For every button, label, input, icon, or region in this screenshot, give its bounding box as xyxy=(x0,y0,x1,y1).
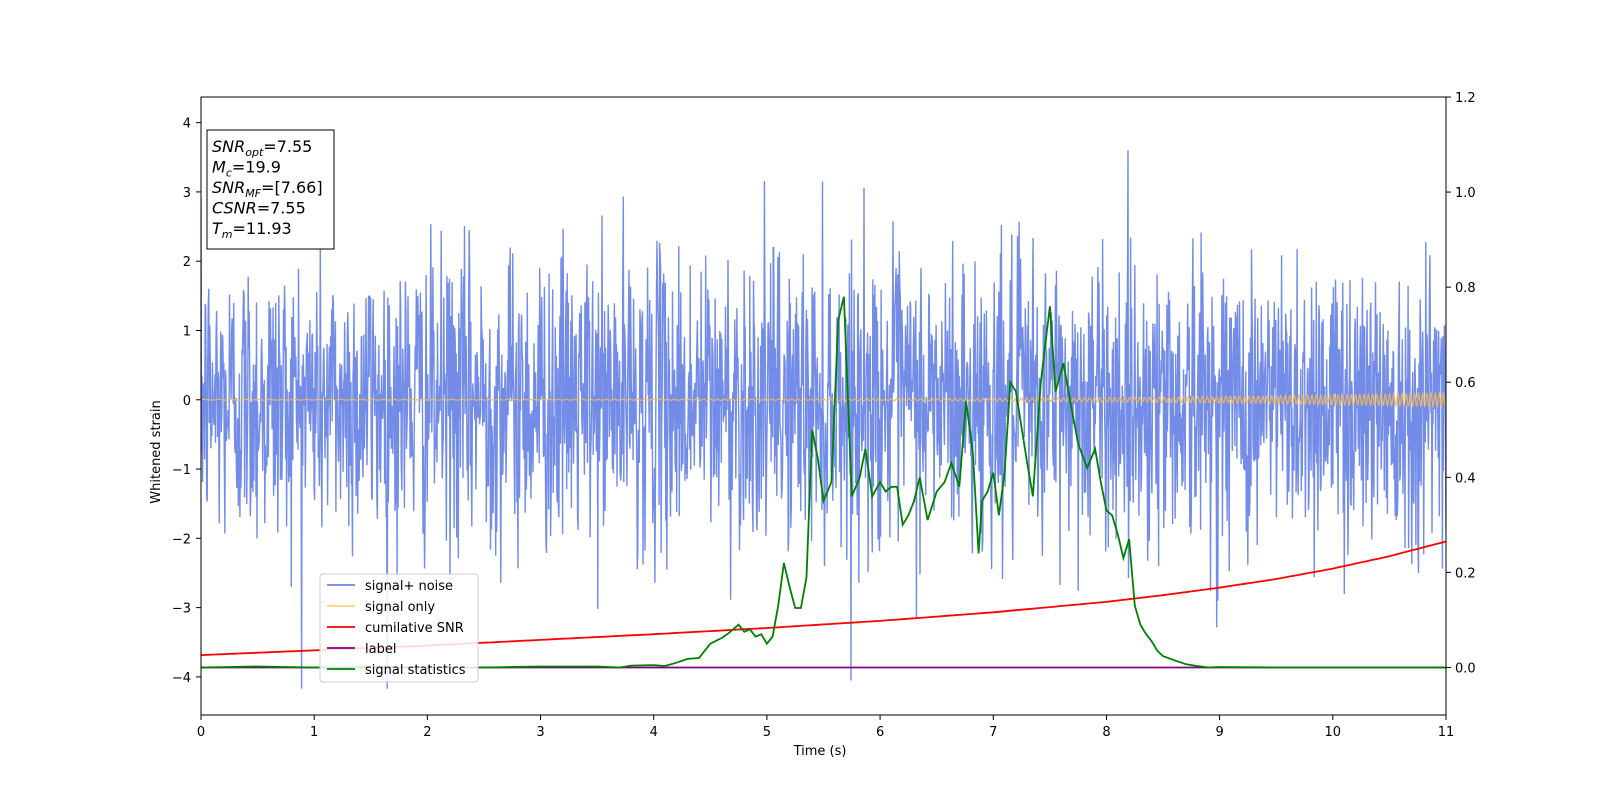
x-tick-label: 1 xyxy=(310,725,318,740)
y-right-tick-label: 1.2 xyxy=(1455,91,1476,106)
x-tick-label: 8 xyxy=(1102,725,1110,740)
y-right-tick-label: 0.4 xyxy=(1455,471,1476,486)
x-tick-label: 9 xyxy=(1215,725,1223,740)
y-right-tick-label: 0.0 xyxy=(1455,661,1476,676)
legend-label: cumilative SNR xyxy=(365,621,464,636)
x-tick-label: 0 xyxy=(197,725,205,740)
x-tick-label: 4 xyxy=(650,725,658,740)
y-axis-label: Whitened strain xyxy=(149,400,164,503)
y-left-tick-label: 3 xyxy=(183,186,191,201)
x-tick-label: 3 xyxy=(536,725,544,740)
x-axis-label: Time (s) xyxy=(793,744,847,759)
y-left-tick-label: −4 xyxy=(172,671,191,686)
x-tick-label: 5 xyxy=(763,725,771,740)
x-tick-label: 6 xyxy=(876,725,884,740)
y-left-tick-label: 1 xyxy=(183,324,191,339)
stats-box: SNRopt=7.55Mc=19.9SNRMF=[7.66]CSNR=7.55T… xyxy=(207,130,334,249)
stats-box-line: CSNR=7.55 xyxy=(212,199,306,218)
x-tick-label: 2 xyxy=(423,725,431,740)
y-right-tick-label: 0.8 xyxy=(1455,281,1476,296)
x-tick-label: 10 xyxy=(1325,725,1342,740)
x-tick-label: 11 xyxy=(1438,725,1455,740)
x-tick-label: 7 xyxy=(989,725,997,740)
stats-box-line: SNRMF=[7.66] xyxy=(212,178,323,200)
legend-label: signal only xyxy=(365,600,435,615)
stats-box-line: Mc=19.9 xyxy=(212,158,281,180)
y-left-tick-label: 2 xyxy=(183,255,191,270)
y-right-tick-label: 0.2 xyxy=(1455,566,1476,581)
y-left-tick-label: 4 xyxy=(183,117,191,132)
y-left-tick-label: −3 xyxy=(172,602,191,617)
y-right-tick-label: 1.0 xyxy=(1455,186,1476,201)
legend: signal+ noise signal only cumilative SNR la… xyxy=(320,574,478,682)
y-left-tick-label: 0 xyxy=(183,394,191,409)
legend-label: label xyxy=(365,642,396,657)
legend-label: signal statistics xyxy=(365,663,466,678)
y-left-tick-label: −1 xyxy=(172,463,191,478)
legend-label: signal+ noise xyxy=(365,579,453,594)
y-left-tick-label: −2 xyxy=(172,532,191,547)
y-right-tick-label: 0.6 xyxy=(1455,376,1476,391)
